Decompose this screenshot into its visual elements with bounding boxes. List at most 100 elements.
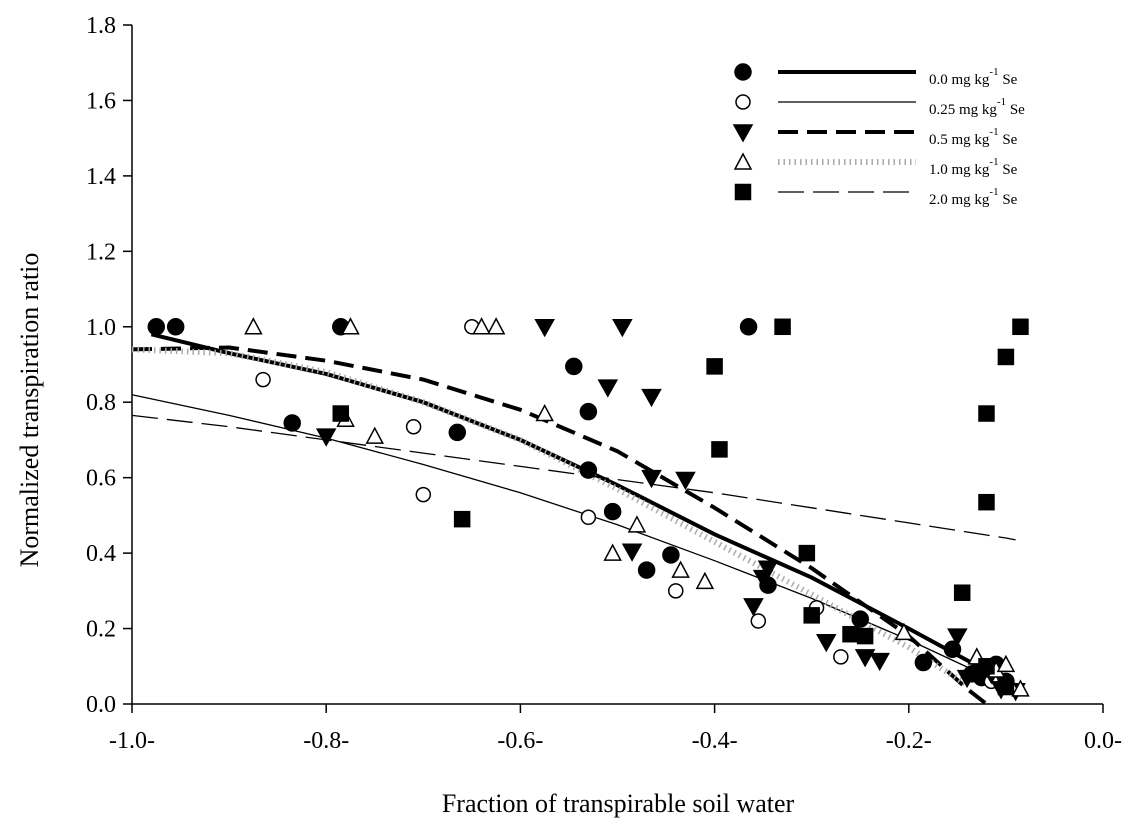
legend-marker (734, 183, 752, 201)
data-point (842, 625, 859, 643)
data-point (341, 317, 360, 335)
data-point (851, 610, 869, 628)
data-point (815, 634, 837, 653)
y-tick-label: 0.6 (86, 466, 116, 492)
data-point (565, 357, 583, 376)
data-point (415, 486, 432, 503)
data-point (535, 403, 554, 422)
fit-line-series-3 (131, 346, 969, 688)
y-tick-label: 0.0 (86, 692, 116, 718)
data-point (947, 628, 968, 647)
data-point (978, 405, 995, 422)
x-axis-title: Fraction of transpirable soil water (442, 789, 795, 818)
data-point (671, 560, 690, 578)
data-point (978, 493, 995, 511)
data-point (580, 509, 597, 526)
x-tick-label: -0.8- (303, 728, 349, 754)
x-tick-label: -0.4- (692, 728, 738, 754)
legend-marker (735, 94, 751, 110)
legend-marker (733, 152, 753, 170)
data-point (244, 317, 263, 335)
series-points-4 (332, 318, 1029, 696)
data-point (255, 371, 271, 388)
legend-label-sup: -1 (989, 66, 998, 78)
fit-line-series-1 (131, 394, 1016, 690)
data-point (627, 515, 647, 533)
data-point (1011, 679, 1030, 697)
fit-line-series-0 (150, 332, 1017, 687)
data-point (637, 561, 656, 579)
data-point (315, 428, 337, 447)
data-point (774, 318, 791, 336)
series-points-3 (244, 317, 1030, 697)
fit-line-series-2 (131, 345, 988, 706)
legend-label-tail: Se (999, 132, 1018, 148)
x-tick-label: -1.0- (109, 728, 155, 754)
legend-label-sup: -1 (989, 126, 998, 138)
data-point (894, 622, 914, 641)
x-tick-label: -0.2- (886, 728, 932, 754)
data-point (856, 627, 874, 645)
data-point (1012, 318, 1029, 336)
y-tick-label: 1.2 (86, 239, 116, 265)
legend: 0.0 mg kg-1 Se0.25 mg kg-1 Se0.5 mg kg-1… (732, 63, 1025, 208)
data-point (695, 571, 715, 590)
legend-label-main: 0.0 mg kg (929, 72, 990, 88)
legend-label-main: 0.5 mg kg (929, 132, 990, 148)
legend-label-sup: -1 (997, 96, 1006, 108)
data-point (833, 649, 849, 665)
legend-label-tail: Se (999, 192, 1018, 208)
legend-label: 0.5 mg kg-1 Se (929, 126, 1018, 148)
data-point (953, 584, 971, 601)
data-point (621, 543, 643, 562)
data-point (956, 669, 978, 689)
data-point (662, 546, 680, 564)
data-point (365, 426, 384, 444)
data-point (869, 652, 890, 672)
legend-label: 0.25 mg kg-1 Se (929, 96, 1025, 118)
data-point (597, 379, 619, 398)
legend-label-main: 1.0 mg kg (929, 162, 990, 178)
legend-label: 0.0 mg kg-1 Se (929, 66, 1018, 88)
y-tick-label: 1.0 (86, 315, 116, 341)
data-point (997, 678, 1015, 696)
fit-line-series-4 (131, 414, 1016, 541)
y-tick-label: 0.4 (86, 541, 116, 567)
data-point (579, 461, 598, 479)
data-point (332, 405, 350, 422)
data-point (743, 598, 764, 617)
data-point (854, 649, 876, 668)
data-points (147, 317, 1030, 702)
data-point (147, 318, 166, 336)
x-tick-label: -0.6- (497, 728, 543, 754)
data-point (603, 502, 622, 521)
data-point (486, 317, 506, 335)
data-point (798, 544, 816, 562)
data-point (641, 388, 662, 408)
data-point (943, 640, 962, 659)
legend-label-sup: -1 (989, 156, 998, 168)
legend-label-tail: Se (1006, 102, 1025, 118)
data-point (675, 471, 696, 491)
data-point (978, 658, 995, 675)
data-point (405, 418, 422, 435)
data-point (612, 319, 633, 338)
data-point (803, 607, 820, 624)
data-point (997, 348, 1015, 366)
data-point (166, 318, 185, 336)
data-point (706, 358, 723, 375)
data-point (914, 653, 933, 672)
data-point (283, 414, 301, 432)
y-tick-label: 1.6 (86, 88, 116, 114)
data-point (472, 317, 491, 335)
y-axis-title: Normalized transpiration ratio (15, 253, 44, 568)
x-tick-label: 0.0- (1084, 728, 1122, 754)
y-tick-label: 1.8 (86, 13, 116, 39)
data-point (534, 319, 555, 338)
legend-label-main: 0.25 mg kg (929, 102, 997, 118)
legend-label-sup: -1 (989, 186, 998, 198)
data-point (579, 402, 598, 421)
axes: 0.0 0.2 0.4 0.6 0.8 1.0 1.2 1.4 1.6 1.8 -1.0- -0.8-… (86, 13, 1122, 754)
legend-marker (732, 124, 754, 143)
data-point (750, 613, 767, 629)
